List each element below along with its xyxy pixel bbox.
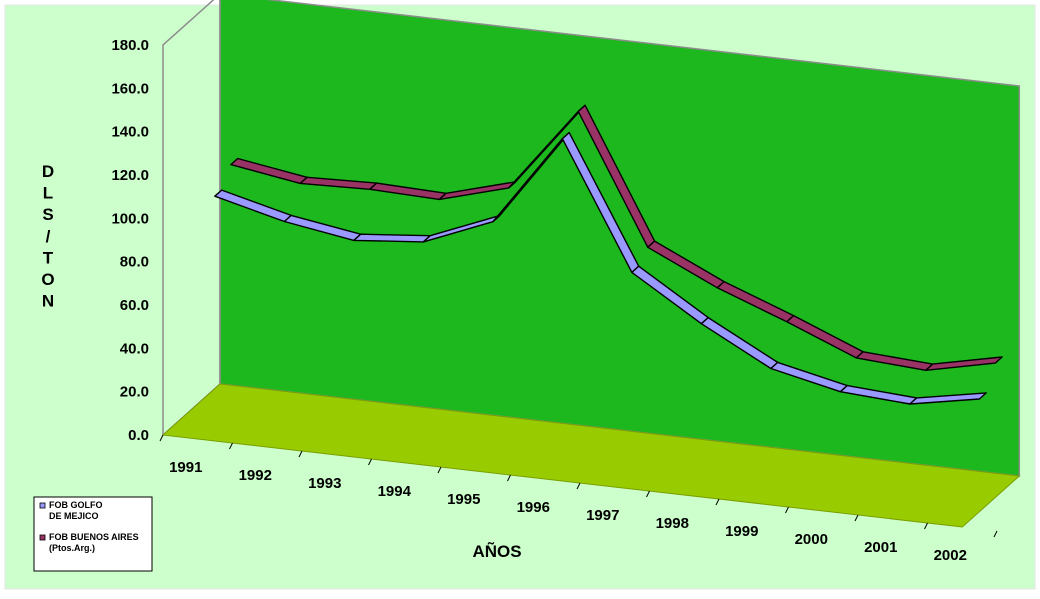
y-tick-label: 140.0	[111, 124, 149, 141]
legend: FOB GOLFO DE MEJICO FOB BUENOS AIRES (Ptos.…	[33, 496, 153, 572]
x-tick-label: 2000	[795, 531, 828, 548]
y-tick-label: 180.0	[111, 37, 149, 54]
x-tick-mark	[785, 506, 789, 514]
y-axis-label-char: S	[42, 205, 53, 224]
legend-label: FOB GOLFO DE MEJICO	[49, 500, 103, 521]
x-tick-mark	[854, 514, 859, 522]
x-tick-label: 1991	[169, 459, 202, 476]
series-layer	[214, 104, 1003, 405]
y-tick-label: 20.0	[120, 384, 149, 401]
x-tick-label: 1997	[586, 507, 619, 524]
y-axis-label-char: O	[41, 270, 54, 289]
legend-box	[33, 496, 153, 572]
x-tick-mark	[993, 530, 998, 538]
y-tick-label: 160.0	[111, 80, 149, 97]
data-segment	[909, 392, 987, 405]
x-tick-label: 2002	[934, 547, 967, 564]
y-tick-label: 80.0	[120, 254, 149, 271]
x-tick-label: 2001	[864, 539, 897, 556]
y-axis-label: DLS / TON	[41, 162, 54, 311]
x-tick-marks	[159, 434, 998, 538]
x-tick-mark	[437, 466, 442, 474]
x-tick-mark	[715, 498, 720, 506]
y-axis-label-char: D	[42, 162, 54, 181]
floor	[161, 383, 1021, 528]
y-tick-label: 60.0	[120, 297, 149, 314]
y-tick-label: 120.0	[111, 167, 149, 184]
x-tick-mark	[229, 442, 233, 450]
x-tick-label: 1994	[378, 483, 412, 500]
legend-swatch	[39, 502, 46, 509]
data-segment	[925, 356, 1003, 371]
x-tick-mark	[576, 482, 581, 490]
y-axis-label-char: /	[46, 227, 51, 246]
x-axis-label: AÑOS	[472, 541, 521, 561]
y-axis-label-char: N	[42, 292, 54, 311]
x-tick-mark	[507, 474, 511, 482]
x-tick-label: 1996	[517, 499, 550, 516]
x-tick-labels: 1991 1992 1993 1994 1995 1996 1997 1998 1999 2000…	[169, 459, 967, 564]
x-tick-mark	[298, 450, 303, 458]
y-tick-label: 100.0	[111, 210, 149, 227]
legend-label: FOB BUENOS AIRES (Ptos.Arg.)	[49, 532, 139, 553]
series-ribbon	[230, 104, 1003, 371]
x-tick-mark	[159, 434, 164, 442]
y-axis-label-char: L	[43, 184, 53, 203]
x-tick-mark	[924, 522, 928, 530]
y-axis-label-char: T	[43, 248, 54, 267]
x-tick-label: 1992	[239, 467, 272, 484]
x-tick-label: 1995	[447, 491, 480, 508]
x-tick-label: 1993	[308, 475, 341, 492]
x-tick-label: 1999	[725, 523, 758, 540]
data-segment	[353, 233, 431, 243]
x-tick-label: 1998	[656, 515, 689, 532]
x-tick-mark	[646, 490, 650, 498]
y-tick-label: 0.0	[128, 427, 149, 444]
y-tick-labels: 0.0 20.0 40.0 60.0 80.0 100.0 120.0 140.0 160.0 1…	[111, 37, 149, 444]
legend-swatch	[39, 534, 46, 541]
x-tick-mark	[368, 458, 372, 466]
series-ribbon	[214, 131, 987, 405]
y-tick-label: 40.0	[120, 340, 149, 357]
